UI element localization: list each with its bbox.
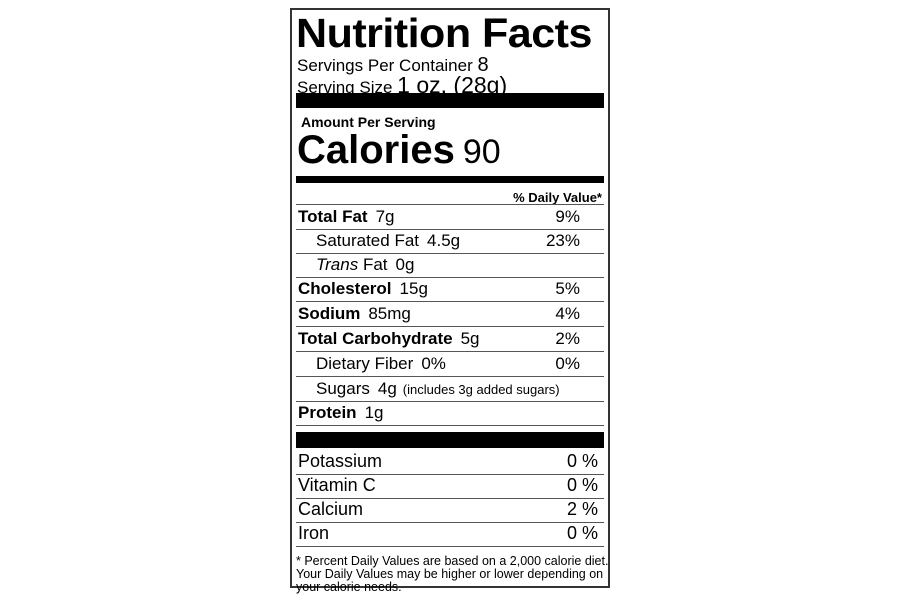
servings-label: Servings Per Container xyxy=(297,56,473,75)
nutrient-label: Dietary Fiber xyxy=(316,354,414,373)
nutrient-amount: 4.5g xyxy=(427,231,461,250)
nutrient-amount: 7g xyxy=(375,207,395,226)
calories: Calories 90 xyxy=(297,128,501,173)
mineral-daily-value: 0 % xyxy=(566,523,598,543)
nutrient-name: Total Carbohydrate 5g xyxy=(298,329,480,349)
thick-divider xyxy=(296,432,604,448)
mineral-row: Iron 0 % xyxy=(296,522,604,547)
nutrient-name: Protein 1g xyxy=(298,403,383,423)
nutrient-row: Trans Fat 0g xyxy=(296,253,604,278)
servings-per-container: Servings Per Container 8 xyxy=(297,54,489,77)
mineral-daily-value: 0 % xyxy=(566,475,598,495)
nutrient-name: Dietary Fiber 0% xyxy=(316,354,446,374)
nutrient-daily-value: 4% xyxy=(555,304,580,323)
calories-label: Calories xyxy=(297,128,455,172)
nutrient-row: Sugars 4g (includes 3g added sugars) xyxy=(296,377,604,402)
label-title: Nutrition Facts xyxy=(296,10,592,56)
nutrient-row: Sodium 85mg 4% xyxy=(296,302,604,327)
nutrient-daily-value: 23% xyxy=(545,231,580,250)
nutrient-label: Sugars xyxy=(316,379,370,398)
nutrient-daily-value: 9% xyxy=(555,207,580,226)
nutrient-row: Total Carbohydrate 5g 2% xyxy=(296,327,604,352)
nutrient-amount: 15g xyxy=(399,279,428,298)
medium-divider xyxy=(296,176,604,183)
nutrient-daily-value: 2% xyxy=(555,329,580,348)
mineral-name: Vitamin C xyxy=(298,475,376,495)
nutrient-name: Sugars 4g (includes 3g added sugars) xyxy=(316,379,560,399)
mineral-daily-value: 0 % xyxy=(566,451,598,471)
nutrient-label: Total Fat xyxy=(298,207,368,226)
nutrient-label: Total Carbohydrate xyxy=(298,329,453,348)
mineral-name: Potassium xyxy=(298,451,383,471)
amount-per-serving: Amount Per Serving xyxy=(301,114,436,130)
nutrient-label: Protein xyxy=(298,403,357,422)
nutrient-row: Protein 1g xyxy=(296,401,604,426)
nutrient-amount: 1g xyxy=(364,403,384,422)
mineral-name: Calcium xyxy=(298,499,364,519)
mineral-row: Potassium 0 % xyxy=(296,450,604,475)
nutrient-name: Cholesterol 15g xyxy=(298,279,428,299)
nutrient-label-suffix: Fat xyxy=(362,255,388,274)
nutrient-name: Sodium 85mg xyxy=(298,304,411,324)
nutrient-amount: 0% xyxy=(421,354,446,373)
calories-value: 90 xyxy=(462,133,501,171)
nutrient-daily-value: 5% xyxy=(555,279,580,298)
nutrient-row: Saturated Fat 4.5g 23% xyxy=(296,229,604,254)
nutrient-name: Trans Fat 0g xyxy=(316,255,414,275)
mineral-name: Iron xyxy=(298,523,330,543)
nutrient-row: Dietary Fiber 0% 0% xyxy=(296,352,604,377)
mineral-row: Vitamin C 0 % xyxy=(296,474,604,499)
mineral-daily-value: 2 % xyxy=(566,499,598,519)
footnote: * Percent Daily Values are based on a 2,… xyxy=(296,554,609,594)
servings-value: 8 xyxy=(477,54,489,76)
nutrition-facts-label: Nutrition Facts Servings Per Container 8… xyxy=(290,8,610,594)
nutrient-label: Sodium xyxy=(298,304,361,323)
serving-size-label: Serving Size xyxy=(297,78,393,97)
nutrient-amount: 4g xyxy=(377,379,397,398)
nutrient-amount: 0g xyxy=(395,255,415,274)
nutrient-name: Saturated Fat 4.5g xyxy=(316,231,460,251)
nutrient-amount: 5g xyxy=(460,329,480,348)
thick-divider xyxy=(296,93,604,108)
nutrient-label: Saturated Fat xyxy=(316,231,420,250)
nutrient-daily-value: 0% xyxy=(555,354,580,373)
nutrient-label: Trans xyxy=(316,255,359,274)
nutrient-name: Total Fat 7g xyxy=(298,207,395,227)
mineral-row: Calcium 2 % xyxy=(296,498,604,523)
nutrient-row: Cholesterol 15g 5% xyxy=(296,277,604,302)
nutrient-amount: 85mg xyxy=(368,304,411,323)
nutrient-row: Total Fat 7g 9% xyxy=(296,204,604,230)
nutrient-note: (includes 3g added sugars) xyxy=(402,382,560,397)
nutrient-label: Cholesterol xyxy=(298,279,392,298)
daily-value-header: % Daily Value* xyxy=(513,190,602,205)
